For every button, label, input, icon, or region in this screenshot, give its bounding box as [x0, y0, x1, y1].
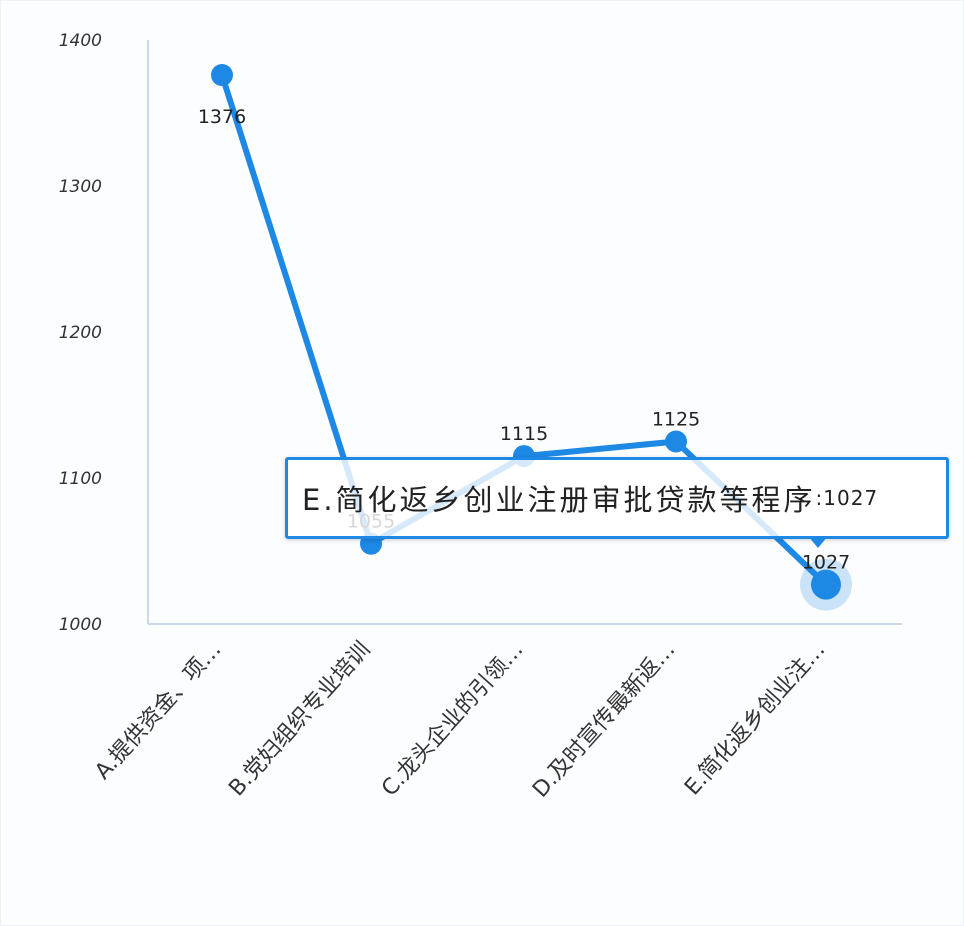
data-point — [665, 430, 687, 453]
data-label: 1115 — [500, 423, 548, 445]
data-label: 1376 — [198, 106, 246, 128]
data-label: 1125 — [652, 409, 700, 431]
x-tick-label: A.提供资金、项… — [90, 637, 226, 784]
x-tick-label: C.龙头企业的引领… — [377, 637, 528, 801]
tooltip: E.简化返乡创业注册审批贷款等程序:1027 — [285, 457, 949, 539]
x-tick-label: E.简化返乡创业注… — [680, 637, 830, 800]
x-tick-label: D.及时宣传最新返… — [528, 637, 680, 802]
data-point — [811, 569, 841, 600]
data-label: 1027 — [802, 552, 850, 574]
tooltip-label: E.简化返乡创业注册审批贷款等程序 — [302, 483, 816, 517]
tooltip-value: :1027 — [815, 486, 879, 510]
tooltip-arrow — [808, 536, 828, 548]
y-tick-label: 1100 — [59, 469, 102, 489]
data-point — [211, 64, 233, 87]
y-tick-label: 1000 — [59, 615, 102, 635]
y-tick-label: 1400 — [59, 31, 102, 51]
y-tick-label: 1200 — [59, 323, 102, 343]
y-tick-label: 1300 — [59, 177, 102, 197]
x-tick-label: B.党妇组织专业培训 — [224, 637, 375, 801]
